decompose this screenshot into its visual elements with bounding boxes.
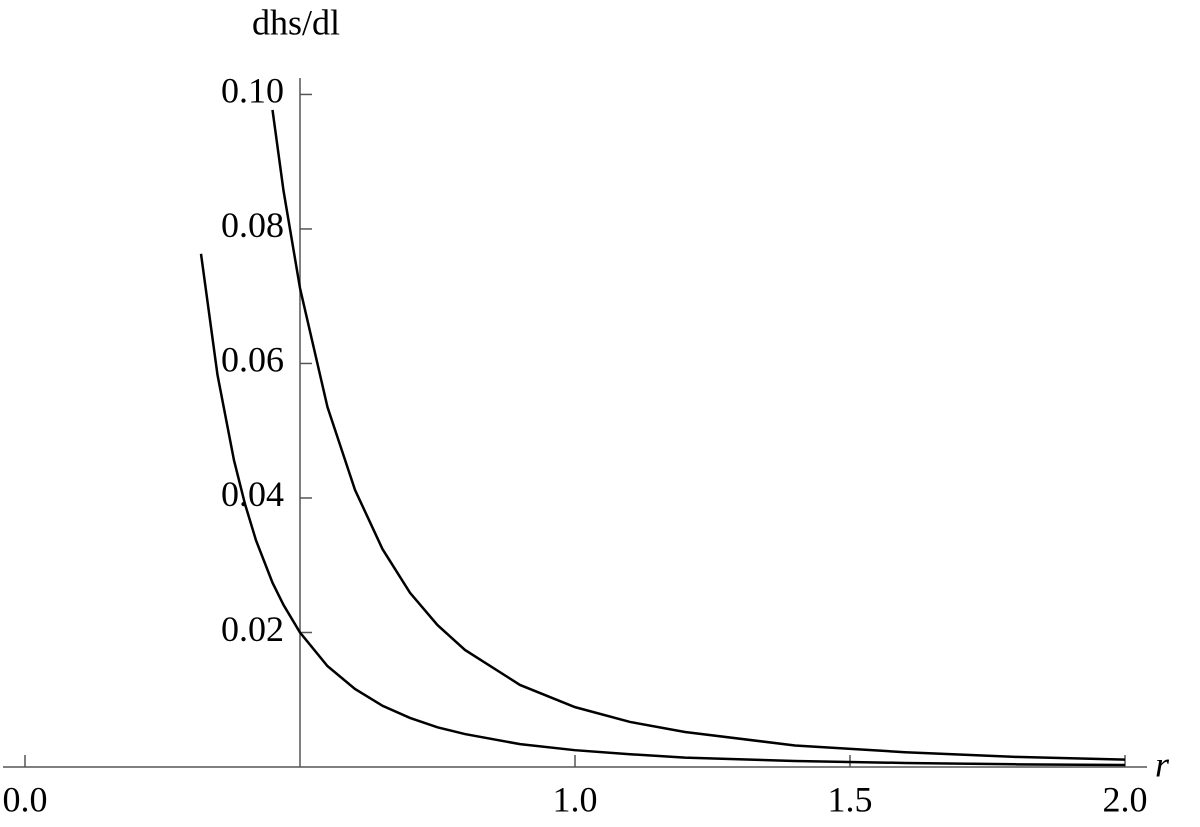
- y-tick-label: 0.10: [221, 71, 284, 111]
- x-tick-label: 1.0: [553, 779, 598, 819]
- x-tick-label: 2.0: [1103, 779, 1148, 819]
- y-tick-label: 0.04: [221, 474, 284, 514]
- x-axis-label: r: [1155, 744, 1170, 784]
- series-line: [199, 253, 1126, 767]
- y-tick-label: 0.06: [221, 340, 284, 380]
- x-tick-label: 1.5: [828, 779, 873, 819]
- y-tick-label: 0.08: [221, 205, 284, 245]
- y-axis-label: dhs/dl: [252, 2, 340, 42]
- y-tick-label: 0.02: [221, 609, 284, 649]
- x-tick-label: 0.0: [3, 779, 48, 819]
- series-line: [271, 109, 1126, 761]
